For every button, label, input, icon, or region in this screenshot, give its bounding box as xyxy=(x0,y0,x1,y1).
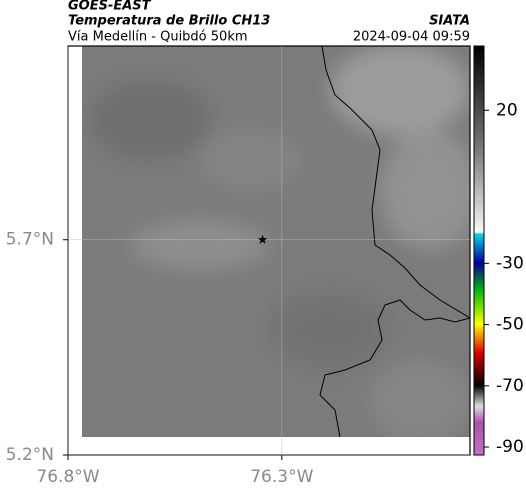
product: Temperatura de Brillo CH13 xyxy=(68,14,270,29)
satellite: GOES-EAST xyxy=(68,0,152,14)
imagery xyxy=(82,46,470,437)
colorbar xyxy=(473,45,485,456)
colorbar-tick-label: -30 xyxy=(496,253,524,273)
x-tick-label: 76.8°W xyxy=(36,467,99,487)
y-tick-label: 5.7°N xyxy=(6,230,54,250)
x-tick-label: 76.3°W xyxy=(250,467,313,487)
datetime: 2024-09-04 09:59 xyxy=(353,30,470,45)
station-marker xyxy=(257,234,268,244)
y-tick-label: 5.2°N xyxy=(6,445,54,465)
region: Vía Medellín - Quibdó 50km xyxy=(68,30,248,45)
colorbar-tick-label: -50 xyxy=(496,315,524,335)
colorbar-tick-label: 20 xyxy=(496,100,518,120)
source: SIATA xyxy=(429,14,470,29)
colorbar-tick-label: -70 xyxy=(496,376,524,396)
colorbar-tick-label: -90 xyxy=(496,437,524,457)
